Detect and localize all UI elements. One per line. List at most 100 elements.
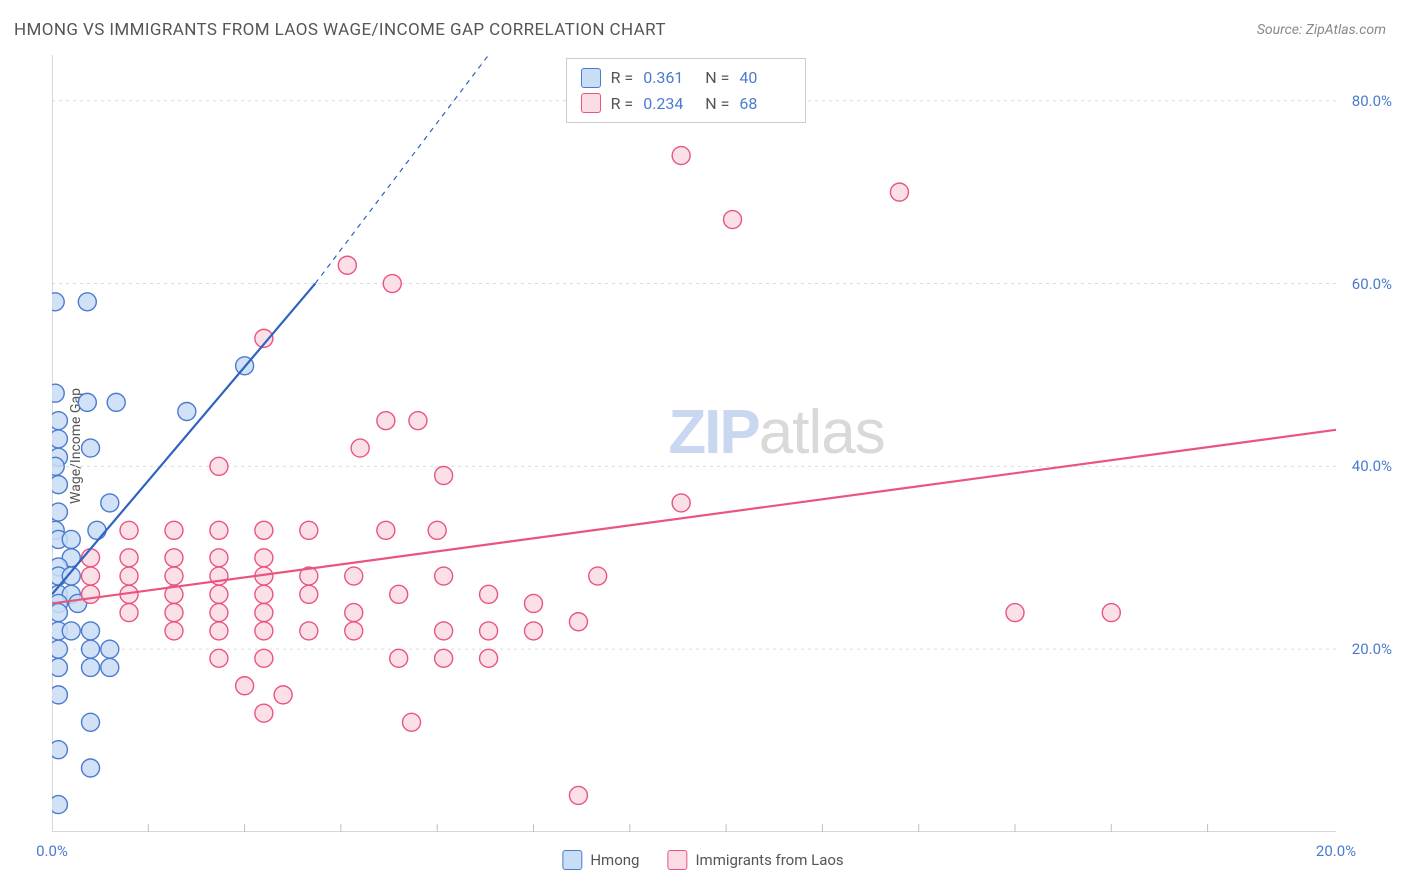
scatter-point — [52, 430, 67, 448]
scatter-point — [101, 658, 119, 676]
stats-r-value: 0.361 — [643, 65, 695, 91]
scatter-point — [480, 649, 498, 667]
source-label: Source: ZipAtlas.com — [1257, 22, 1386, 38]
stats-swatch — [581, 93, 601, 113]
scatter-point — [52, 796, 67, 814]
scatter-point — [82, 622, 100, 640]
scatter-point — [165, 604, 183, 622]
y-tick-label: 80.0% — [1352, 92, 1392, 110]
scatter-point — [165, 567, 183, 585]
scatter-point — [383, 275, 401, 293]
scatter-point — [255, 622, 273, 640]
scatter-point — [300, 622, 318, 640]
scatter-point — [724, 211, 742, 229]
scatter-point — [120, 567, 138, 585]
scatter-point — [480, 622, 498, 640]
scatter-point — [390, 585, 408, 603]
legend-swatch — [562, 850, 582, 870]
stats-n-value: 40 — [739, 65, 791, 91]
scatter-point — [165, 521, 183, 539]
stats-n-value: 68 — [739, 91, 791, 117]
scatter-point — [52, 293, 64, 311]
stats-r-label: R = — [611, 65, 634, 91]
stats-row: R = 0.361 N = 40 — [581, 65, 792, 91]
scatter-point — [120, 549, 138, 567]
scatter-point — [428, 521, 446, 539]
scatter-point — [210, 457, 228, 475]
scatter-point — [255, 604, 273, 622]
scatter-point — [165, 622, 183, 640]
scatter-point — [210, 622, 228, 640]
scatter-point — [82, 713, 100, 731]
scatter-point — [569, 613, 587, 631]
scatter-point — [672, 494, 690, 512]
stats-n-label: N = — [705, 65, 729, 91]
scatter-point — [120, 604, 138, 622]
y-tick-label: 20.0% — [1352, 640, 1392, 658]
scatter-point — [210, 649, 228, 667]
scatter-point — [345, 567, 363, 585]
x-tick-label: 20.0% — [1316, 842, 1356, 860]
scatter-point — [52, 686, 67, 704]
stats-swatch — [581, 68, 601, 88]
scatter-point — [345, 622, 363, 640]
x-tick-label: 0.0% — [36, 842, 68, 860]
scatter-point — [403, 713, 421, 731]
scatter-point — [435, 649, 453, 667]
scatter-point — [107, 393, 125, 411]
scatter-point — [300, 521, 318, 539]
scatter-plot — [52, 55, 1336, 832]
scatter-point — [52, 503, 67, 521]
scatter-point — [52, 412, 67, 430]
chart-title: HMONG VS IMMIGRANTS FROM LAOS WAGE/INCOM… — [14, 20, 666, 40]
scatter-point — [255, 521, 273, 539]
stats-legend-box: R = 0.361 N = 40 R = 0.234 N = 68 — [566, 58, 807, 123]
scatter-point — [377, 521, 395, 539]
scatter-point — [672, 147, 690, 165]
stats-n-label: N = — [705, 91, 729, 117]
scatter-point — [52, 640, 67, 658]
scatter-point — [210, 604, 228, 622]
scatter-point — [82, 759, 100, 777]
scatter-point — [210, 549, 228, 567]
scatter-point — [890, 183, 908, 201]
legend-label: Hmong — [590, 851, 639, 869]
stats-r-label: R = — [611, 91, 634, 117]
scatter-point — [525, 622, 543, 640]
legend-label: Immigrants from Laos — [695, 851, 843, 869]
scatter-point — [82, 439, 100, 457]
scatter-point — [52, 741, 67, 759]
legend-item: Hmong — [562, 850, 639, 870]
scatter-point — [82, 658, 100, 676]
scatter-point — [435, 622, 453, 640]
scatter-point — [409, 412, 427, 430]
scatter-point — [62, 567, 80, 585]
scatter-point — [101, 640, 119, 658]
scatter-point — [52, 476, 67, 494]
scatter-point — [52, 384, 64, 402]
scatter-point — [62, 530, 80, 548]
trend-line — [52, 430, 1336, 604]
scatter-point — [52, 658, 67, 676]
scatter-point — [255, 649, 273, 667]
scatter-point — [255, 549, 273, 567]
scatter-point — [82, 567, 100, 585]
scatter-point — [274, 686, 292, 704]
scatter-point — [236, 677, 254, 695]
trend-line-extrapolated — [315, 55, 488, 284]
scatter-point — [525, 594, 543, 612]
scatter-point — [165, 549, 183, 567]
scatter-point — [101, 494, 119, 512]
scatter-point — [338, 256, 356, 274]
scatter-point — [300, 585, 318, 603]
scatter-point — [377, 412, 395, 430]
scatter-point — [82, 640, 100, 658]
scatter-point — [78, 293, 96, 311]
scatter-point — [120, 521, 138, 539]
scatter-point — [589, 567, 607, 585]
stats-row: R = 0.234 N = 68 — [581, 91, 792, 117]
legend-item: Immigrants from Laos — [667, 850, 843, 870]
scatter-point — [1006, 604, 1024, 622]
scatter-point — [52, 457, 64, 475]
stats-r-value: 0.234 — [643, 91, 695, 117]
